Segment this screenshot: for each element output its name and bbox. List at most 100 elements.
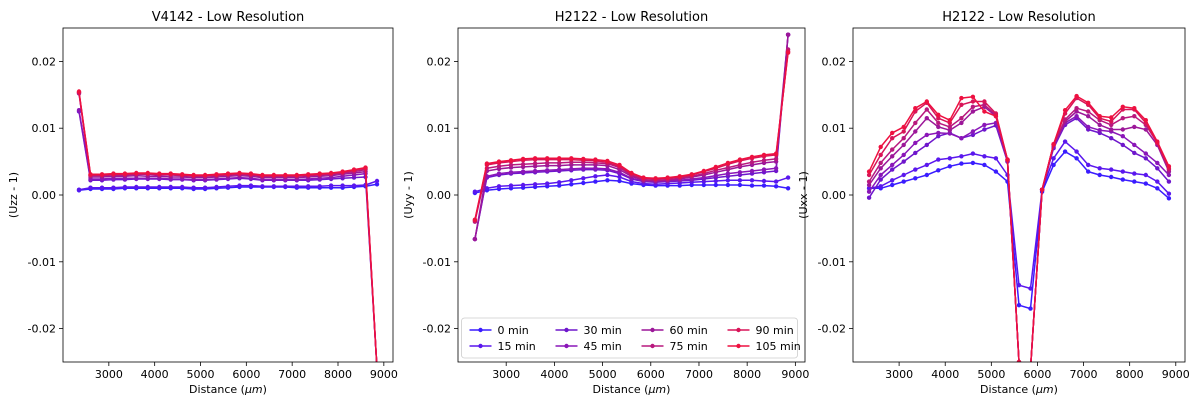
data-point <box>122 171 128 176</box>
legend-marker <box>650 327 655 333</box>
data-point <box>878 177 883 182</box>
data-point <box>1086 162 1091 168</box>
data-point <box>1166 172 1172 178</box>
data-point <box>617 174 622 180</box>
data-point <box>1109 115 1114 120</box>
data-point <box>936 130 941 136</box>
data-point <box>617 162 622 168</box>
data-point <box>145 170 150 176</box>
data-point <box>785 175 791 180</box>
data-point <box>180 172 185 177</box>
data-point <box>157 171 162 176</box>
data-point <box>1109 119 1114 124</box>
y-tick-label: 0.01 <box>427 122 452 135</box>
data-point <box>1097 128 1102 133</box>
legend-label: 15 min <box>498 340 536 353</box>
data-point <box>737 182 743 188</box>
data-point <box>593 166 598 171</box>
data-point <box>701 182 706 188</box>
data-point <box>593 157 598 162</box>
series-line-90-min <box>474 51 789 221</box>
data-point <box>1028 306 1033 311</box>
data-point <box>214 172 219 177</box>
data-point <box>1109 136 1114 141</box>
legend-marker <box>650 343 655 349</box>
data-point <box>936 124 941 130</box>
x-axis-label: Distance (μm) <box>980 383 1058 396</box>
data-point <box>959 95 964 101</box>
data-point <box>936 116 941 121</box>
data-point <box>737 170 743 175</box>
data-point <box>508 162 514 168</box>
data-point <box>76 108 82 113</box>
data-point <box>605 166 610 172</box>
data-point <box>749 168 755 174</box>
y-tick-label: -0.01 <box>28 256 56 269</box>
data-point <box>191 185 196 190</box>
legend-item: 45 min <box>555 340 622 353</box>
data-point <box>749 183 755 188</box>
data-point <box>913 106 918 111</box>
chart-panel-1: 3000 4000 5000 6000 7000 8000 9000 -0.02 -0.01 0.… <box>7 10 398 396</box>
data-point <box>701 168 706 174</box>
data-point <box>970 129 976 134</box>
data-point <box>520 182 526 188</box>
legend-marker <box>478 327 483 333</box>
x-tick-label: 4000 <box>931 368 959 381</box>
data-point <box>761 183 767 188</box>
legend-marker <box>736 327 741 333</box>
data-point <box>605 178 610 183</box>
data-point <box>557 156 562 161</box>
data-point <box>306 184 311 189</box>
series-line-30-min <box>474 34 789 240</box>
data-point <box>88 172 93 177</box>
chart-panel-3: 3000 4000 5000 6000 7000 8000 9000 -0.02 -0.01 0.… <box>797 10 1190 396</box>
data-point <box>202 185 208 190</box>
series-line-30-min <box>868 117 1170 362</box>
data-point <box>936 134 941 139</box>
data-point <box>737 157 743 162</box>
data-point <box>785 32 791 37</box>
legend-box <box>461 317 798 359</box>
data-point <box>761 167 767 172</box>
data-point <box>1051 142 1056 147</box>
data-point <box>617 178 622 184</box>
data-point <box>1132 124 1137 130</box>
y-axis-label: (Uxx - 1) <box>797 171 810 219</box>
x-tick-label: 6000 <box>232 368 260 381</box>
data-point <box>890 147 895 152</box>
data-point <box>260 184 265 189</box>
data-point <box>168 171 173 176</box>
x-tick-label: 5000 <box>977 368 1005 381</box>
data-point <box>878 166 883 171</box>
x-tick-label: 7000 <box>1070 368 1098 381</box>
data-point <box>1016 303 1022 308</box>
data-point <box>1016 283 1022 288</box>
data-point <box>982 154 987 159</box>
data-point <box>317 184 322 189</box>
data-point <box>1086 109 1091 114</box>
data-point <box>569 156 574 161</box>
data-point <box>890 154 895 159</box>
legend-marker <box>736 343 741 349</box>
x-tick-label: 8000 <box>1116 368 1144 381</box>
y-tick-label: 0.02 <box>32 55 57 68</box>
x-tick-label: 4000 <box>540 368 568 381</box>
data-point <box>1086 124 1091 130</box>
series-line-105-min <box>868 95 1170 362</box>
data-point <box>569 166 574 172</box>
data-point <box>749 178 755 183</box>
data-point <box>351 183 357 188</box>
x-tick-label: 3000 <box>492 368 520 381</box>
data-point <box>713 182 718 188</box>
data-point <box>901 159 906 164</box>
data-point <box>1143 151 1149 156</box>
legend-item: 75 min <box>641 340 708 353</box>
data-point <box>593 174 598 179</box>
series-line-105-min <box>78 91 378 362</box>
data-point <box>168 184 173 190</box>
chart-title: V4142 - Low Resolution <box>152 10 305 25</box>
data-point <box>866 179 872 184</box>
data-point <box>913 167 918 172</box>
data-point <box>1120 116 1126 121</box>
